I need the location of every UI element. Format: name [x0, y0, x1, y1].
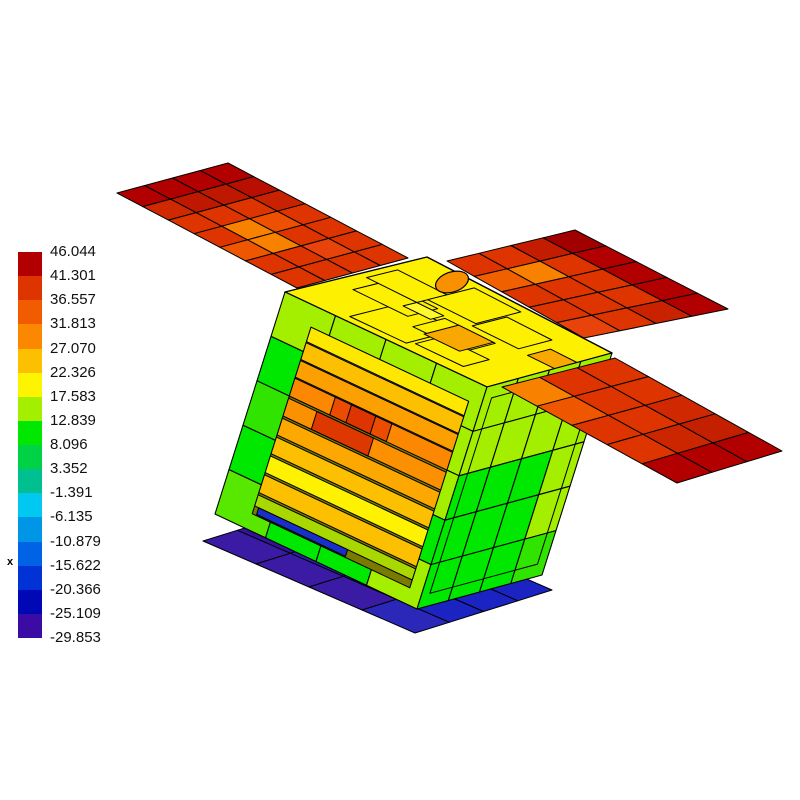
legend-band — [18, 493, 42, 518]
upper-right-solar-wing — [446, 229, 729, 339]
legend-band — [18, 396, 42, 421]
legend-value: -25.109 — [50, 604, 101, 622]
axis-x-label: x — [7, 556, 14, 568]
front-left-face-frame — [214, 291, 488, 610]
antenna-patch-ellipse — [434, 270, 470, 294]
legend-value: -15.622 — [50, 556, 101, 574]
legend-value: 41.301 — [50, 267, 96, 285]
legend-value: 27.070 — [50, 339, 96, 357]
legend-band — [18, 565, 42, 590]
legend-value: 36.557 — [50, 291, 96, 309]
lower-right-solar-wing — [501, 357, 783, 484]
legend-value: -1.391 — [50, 484, 93, 502]
legend-band — [18, 252, 42, 277]
legend-value: 12.839 — [50, 411, 96, 429]
legend-band — [18, 613, 42, 638]
legend-band — [18, 300, 42, 325]
legend-value: 46.044 — [50, 243, 96, 260]
legend-value: 8.096 — [50, 436, 88, 453]
legend-value: 31.813 — [50, 315, 96, 333]
top-deck — [284, 256, 613, 388]
legend-value: 22.326 — [50, 363, 96, 381]
legend-color-bar — [18, 252, 42, 638]
legend-band — [18, 324, 42, 349]
left-solar-wing — [116, 162, 409, 289]
legend-band — [18, 348, 42, 373]
legend-value: -20.366 — [50, 580, 101, 598]
legend-value: -10.879 — [50, 532, 101, 550]
legend-value: -29.853 — [50, 629, 101, 646]
legend-band — [18, 469, 42, 494]
legend-band — [18, 372, 42, 397]
front-right-face — [416, 352, 613, 610]
legend-value: 3.352 — [50, 460, 88, 478]
legend-value: 17.583 — [50, 387, 96, 405]
legend-band — [18, 517, 42, 542]
legend-band — [18, 276, 42, 301]
temperature-legend: 46.044 41.301 36.557 31.813 27.070 22.326 17.5… — [0, 0, 150, 800]
legend-band — [18, 445, 42, 470]
legend-band — [18, 541, 42, 566]
legend-band — [18, 420, 42, 445]
legend-value: -6.135 — [50, 508, 93, 526]
legend-band — [18, 589, 42, 614]
